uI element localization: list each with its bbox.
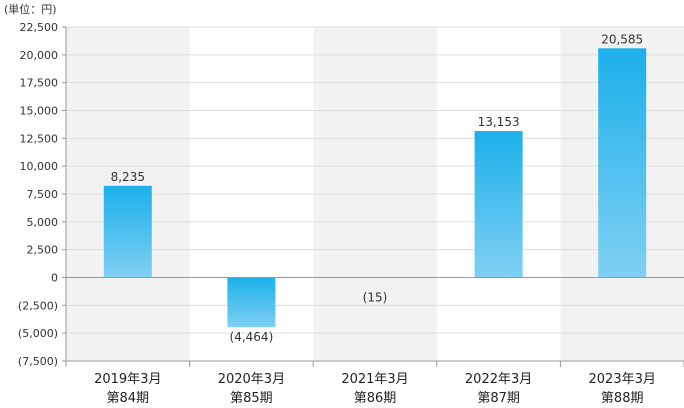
y-tick-label: 2,500: [27, 244, 59, 257]
x-tick-label: 2020年3月: [218, 372, 285, 387]
x-tick-sublabel: 第87期: [477, 391, 520, 406]
y-tick-label: 17,500: [20, 77, 59, 90]
y-tick-label: 0: [51, 272, 58, 285]
data-label: 8,235: [111, 170, 145, 184]
y-tick-label: (7,500): [18, 355, 58, 368]
x-tick-sublabel: 第84期: [107, 391, 150, 406]
data-label: (4,464): [230, 330, 274, 344]
y-tick-label: 10,000: [20, 160, 59, 173]
x-tick-label: 2023年3月: [589, 372, 656, 387]
y-tick-label: (5,000): [18, 327, 58, 340]
y-tick-label: 5,000: [27, 216, 59, 229]
y-tick-label: 20,000: [20, 49, 59, 62]
bar: [227, 277, 276, 328]
x-tick-label: 2022年3月: [465, 372, 532, 387]
bar: [474, 131, 523, 278]
x-tick-sublabel: 第86期: [354, 391, 397, 406]
y-tick-label: 7,500: [27, 188, 59, 201]
data-label: (15): [363, 291, 388, 305]
y-tick-label: (2,500): [18, 299, 58, 312]
y-tick-label: 22,500: [20, 21, 59, 34]
x-tick-label: 2019年3月: [94, 372, 161, 387]
x-tick-sublabel: 第85期: [230, 391, 273, 406]
y-tick-label: 15,000: [20, 105, 59, 118]
bar: [103, 185, 152, 278]
data-label: 20,585: [601, 32, 643, 46]
x-tick-label: 2021年3月: [341, 372, 408, 387]
data-label: 13,153: [478, 115, 520, 129]
unit-label: (単位：円): [4, 3, 57, 16]
bar: [598, 48, 647, 278]
y-tick-label: 12,500: [20, 132, 59, 145]
x-tick-sublabel: 第88期: [601, 391, 644, 406]
